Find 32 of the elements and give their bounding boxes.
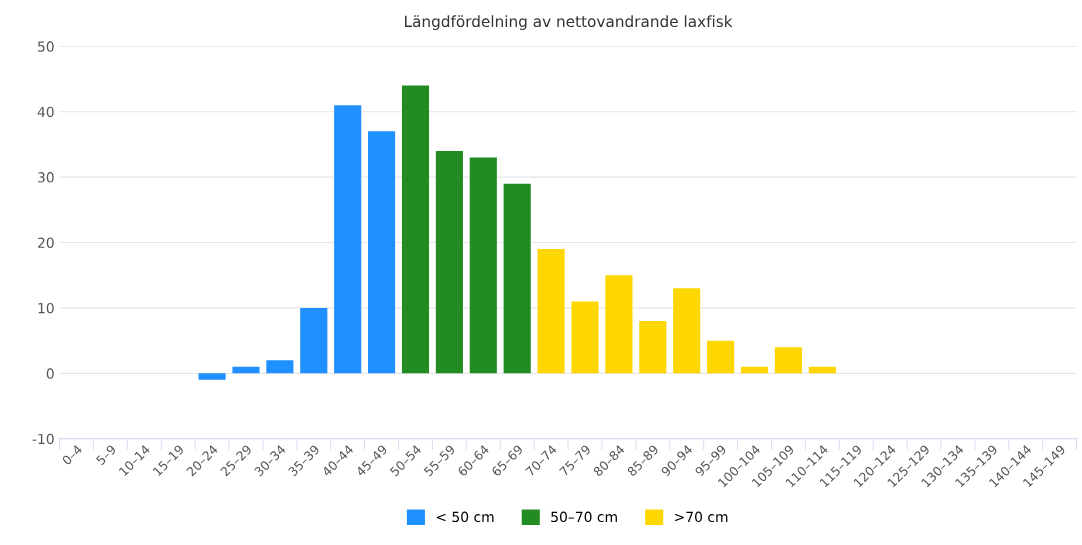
bar — [605, 275, 633, 374]
bar — [503, 183, 531, 374]
bar — [808, 366, 836, 374]
bar — [571, 301, 599, 374]
bar — [435, 150, 463, 374]
y-tick-label: 0 — [46, 368, 54, 379]
legend-label: < 50 cm — [436, 511, 494, 523]
y-tick-label: 20 — [37, 237, 54, 248]
y-tick-label: 10 — [38, 302, 54, 314]
bar — [368, 131, 396, 374]
bar — [639, 321, 667, 374]
bar — [401, 85, 430, 374]
y-tick-label: 50 — [38, 41, 54, 52]
y-tick-label: -10 — [32, 433, 54, 445]
y-tick-label: 30 — [38, 172, 54, 183]
bar — [469, 157, 497, 374]
bar — [198, 373, 226, 380]
bar — [266, 360, 294, 374]
bar — [673, 288, 701, 374]
chart-title: Längdfördelning av nettovandrande laxfisk — [405, 15, 733, 31]
bar — [537, 249, 565, 374]
bar — [300, 307, 328, 374]
bar — [707, 340, 735, 374]
bar — [334, 105, 362, 374]
x-tick-label: 5–9 — [95, 444, 117, 466]
bar — [740, 366, 769, 374]
bar — [774, 347, 802, 374]
x-tick-label: 0–4 — [61, 444, 83, 466]
legend-label: 50–70 cm — [551, 511, 617, 523]
legend-label: >70 cm — [675, 511, 728, 523]
y-tick-label: 40 — [37, 106, 54, 118]
bar — [232, 366, 260, 374]
